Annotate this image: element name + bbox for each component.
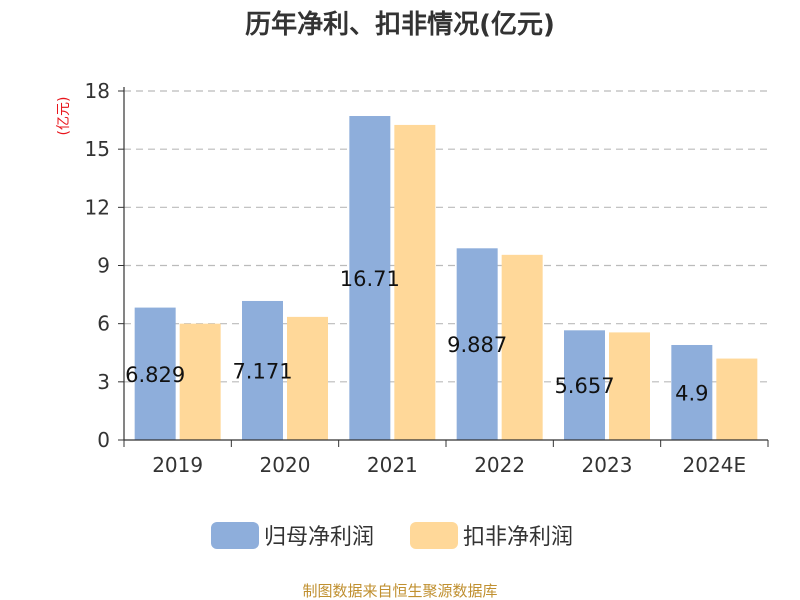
legend-swatch xyxy=(211,522,259,549)
bar-net-profit xyxy=(349,116,391,441)
data-label: 4.9 xyxy=(675,381,708,405)
bar-net-profit xyxy=(134,307,176,440)
x-tick-label: 2021 xyxy=(367,453,418,477)
x-tick-label: 2019 xyxy=(152,453,203,477)
data-labels: 6.829 7.171 16.71 9.887 5.657 4.9 xyxy=(125,267,708,405)
x-tick-label: 2020 xyxy=(260,453,311,477)
legend: 归母净利润 扣非净利润 xyxy=(211,522,573,550)
legend-swatch xyxy=(410,522,458,549)
bar-net-profit xyxy=(456,248,498,440)
bar-net-profit xyxy=(671,344,713,440)
bar-deducted-net-profit xyxy=(287,316,328,440)
y-axis-label: (亿元) xyxy=(56,97,72,136)
data-label: 16.71 xyxy=(340,267,400,291)
data-label: 6.829 xyxy=(125,363,185,387)
y-tick-label: 6 xyxy=(97,312,110,336)
data-label: 9.887 xyxy=(447,333,507,357)
source-note: 制图数据来自恒生聚源数据库 xyxy=(302,582,497,600)
bar-deducted-net-profit xyxy=(394,124,436,441)
y-tick-label: 18 xyxy=(85,79,110,103)
legend-label: 归母净利润 xyxy=(264,525,374,550)
bar-net-profit xyxy=(564,330,605,440)
bar-net-profit xyxy=(242,300,283,440)
data-label: 5.657 xyxy=(554,374,614,398)
x-tick-label: 2024E xyxy=(683,453,747,477)
y-tick-label: 15 xyxy=(85,137,110,161)
legend-label: 扣非净利润 xyxy=(463,525,573,550)
x-tick-label: 2022 xyxy=(474,453,525,477)
chart-title: 历年净利、扣非情况(亿元) xyxy=(245,9,555,40)
axes: 0 3 6 9 12 15 18 2019 2020 2021 2022 2023 2024E xyxy=(85,79,769,477)
bar-deducted-net-profit xyxy=(609,332,650,440)
bar-deducted-net-profit xyxy=(179,323,221,440)
data-label: 7.171 xyxy=(232,359,292,383)
y-tick-label: 0 xyxy=(97,428,110,452)
x-tick-label: 2023 xyxy=(582,453,633,477)
y-tick-label: 3 xyxy=(97,370,110,394)
bar-deducted-net-profit xyxy=(501,254,543,440)
bars xyxy=(134,116,758,441)
y-tick-label: 9 xyxy=(97,254,110,278)
bar-deducted-net-profit xyxy=(716,358,758,440)
y-tick-label: 12 xyxy=(85,195,110,219)
